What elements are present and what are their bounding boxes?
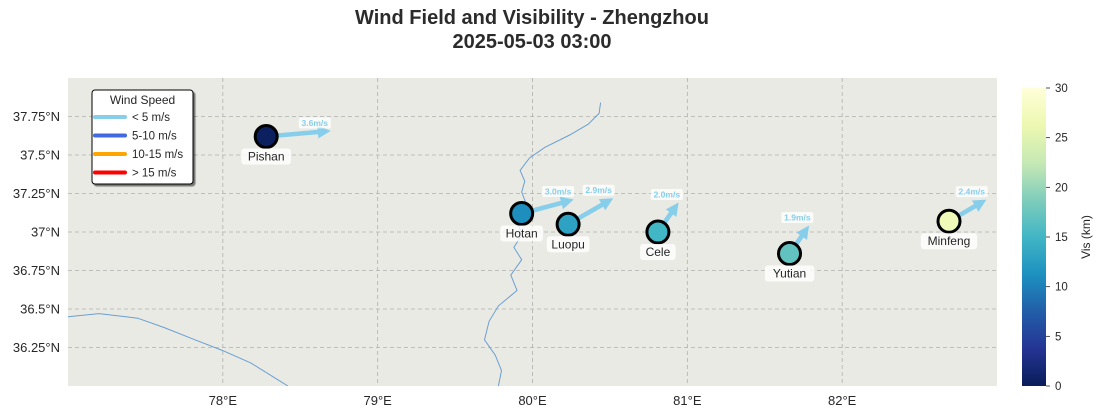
wind-label-box [781,212,814,224]
colorbar-tick-label: 10 [1055,282,1068,294]
wind-label-box [582,184,615,196]
station-hotan: 3.0m/s Hotan [500,186,575,242]
colorbar-tick-label: 30 [1055,83,1068,95]
wind-label-box [650,189,683,201]
legend-label: 5-10 m/s [132,131,177,143]
y-tick-label: 37°N [31,225,60,240]
colorbar-tick-label: 20 [1055,182,1068,194]
y-tick-label: 36.5°N [20,302,60,317]
wind-speed-label: 1.9m/s [784,213,811,223]
wind-label-box [298,117,331,129]
colorbar-tick-label: 5 [1055,331,1061,343]
legend-title: Wind Speed [110,93,175,107]
station-marker [936,208,962,234]
x-axis-ticks: 78°E 79°E 80°E 81°E 82°E [209,393,857,408]
station-marker [777,241,803,267]
legend-label: < 5 m/s [132,112,170,124]
station-label-box [764,265,815,282]
wind-label-box [542,186,575,198]
y-tick-label: 37.25°N [13,186,60,201]
station-marker [555,211,581,237]
legend-label: > 15 m/s [132,168,177,180]
station-name: Cele [646,245,671,259]
station-name: Minfeng [928,234,971,248]
x-tick-label: 78°E [209,393,238,408]
x-tick-label: 82°E [828,393,857,408]
station-label-box [546,236,590,253]
wind-arrow [521,196,574,216]
wind-speed-label: 2.9m/s [585,185,612,195]
x-tick-label: 79°E [363,393,392,408]
legend-box [91,89,194,185]
station-luopu: 2.9m/s Luopu [546,184,615,253]
wind-speed-label: 3.0m/s [545,187,572,197]
station-label-box [640,244,676,260]
colorbar-ticks: 0 5 10 15 20 25 30 [1046,83,1068,393]
y-tick-label: 37.5°N [20,148,60,163]
y-tick-label: 36.75°N [13,263,60,278]
colorbar-label: Vis (km) [1079,215,1093,259]
x-tick-label: 81°E [673,393,702,408]
station-pishan: 3.6m/s Pishan [241,117,331,165]
legend-label: 10-15 m/s [132,149,183,161]
station-marker [253,124,279,150]
wind-arrow [266,125,331,139]
wind-label-box [955,186,988,198]
x-tick-label: 80°E [518,393,547,408]
station-minfeng: 2.4m/s Minfeng [920,186,988,250]
gridlines [68,78,997,386]
station-name: Luopu [551,237,584,251]
colorbar-tick-label: 15 [1055,232,1068,244]
wind-speed-legend: Wind Speed < 5 m/s 5-10 m/s 10-15 m/s > 15 … [91,89,194,185]
station-label-box [500,225,543,242]
station-marker [645,219,671,245]
stations: 3.6m/s Pishan 3.0m/s Hotan 2.9m/s Luopu 2.0m/s… [241,117,988,282]
wind-speed-label: 3.6m/s [302,118,329,128]
station-name: Pishan [248,150,285,164]
station-name: Hotan [506,227,538,241]
chart-title: Wind Field and Visibility - Zhengzhou 20… [0,6,1064,54]
station-label-box [241,148,291,165]
title-line-1: Wind Field and Visibility - Zhengzhou [355,7,709,29]
y-axis-ticks: 36.25°N 36.5°N 36.75°N 37°N 37.25°N 37.5°N 37.… [13,109,60,355]
legend-items: < 5 m/s 5-10 m/s 10-15 m/s > 15 m/s [93,112,183,180]
colorbar-tick-label: 0 [1055,381,1061,393]
station-cele: 2.0m/s Cele [640,189,683,260]
y-tick-label: 37.75°N [13,109,60,124]
station-name: Yutian [773,267,806,281]
wind-speed-label: 2.4m/s [959,187,986,197]
wind-speed-label: 2.0m/s [654,190,681,200]
y-tick-label: 36.25°N [13,340,60,355]
station-label-box [920,233,978,250]
station-yutian: 1.9m/s Yutian [764,212,815,282]
river-line-1 [68,313,289,386]
title-line-2: 2025-05-03 03:00 [452,31,612,53]
station-marker [509,201,535,227]
colorbar-gradient [1022,88,1046,386]
visibility-colorbar: 0 5 10 15 20 25 30 Vis (km) [1022,83,1093,393]
colorbar-tick-label: 25 [1055,133,1068,145]
